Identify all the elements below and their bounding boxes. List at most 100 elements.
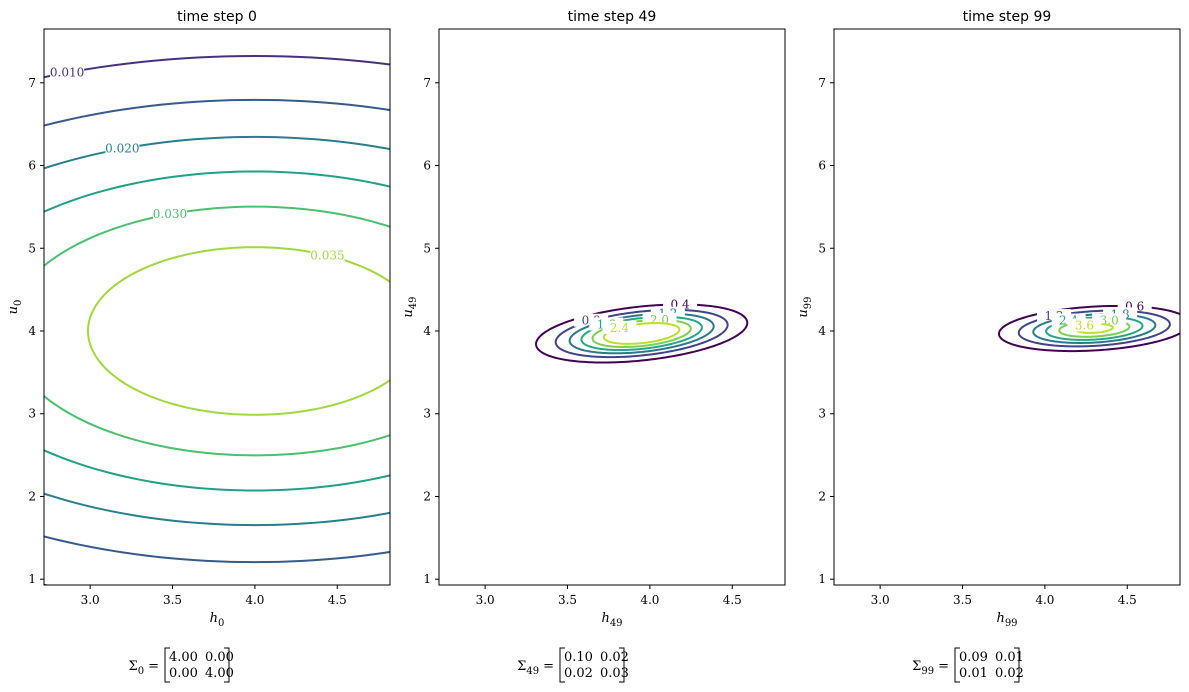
contour-level-0 xyxy=(44,54,390,585)
sigma-label: Σ99 = xyxy=(912,659,949,677)
y-axis-label: u49 xyxy=(401,296,419,317)
y-tick-label: 7 xyxy=(818,76,826,90)
covariance-caption: Σ0 =4.00 0.000.00 4.00 xyxy=(129,647,234,683)
contour-label-0: 0.010 xyxy=(50,66,84,80)
contour-label-bg xyxy=(152,207,187,221)
contour-label-5: 2.4 xyxy=(610,321,629,335)
matrix-cell: 0.01 xyxy=(995,650,1024,665)
y-tick-label: 4 xyxy=(423,324,431,338)
y-axis-symbol: u xyxy=(796,309,811,317)
contour-label-bg xyxy=(50,65,85,79)
equals-sign: = xyxy=(938,659,949,674)
matrix-right-bracket xyxy=(1014,647,1020,683)
y-tick-label: 6 xyxy=(423,159,431,173)
x-tick-label: 4.0 xyxy=(245,593,264,607)
x-tick-label: 3.0 xyxy=(476,593,495,607)
matrix-cell: 0.10 xyxy=(564,650,593,665)
y-tick-label: 6 xyxy=(28,159,36,173)
contour-label-5: 0.035 xyxy=(310,249,344,263)
matrix-left-bracket xyxy=(164,647,170,683)
matrix-right-bracket xyxy=(619,647,625,683)
x-tick-label: 3.0 xyxy=(81,593,100,607)
matrix-right-bracket xyxy=(224,647,230,683)
sigma-subscript: 0 xyxy=(138,666,144,677)
panel-2: 0.61.21.82.43.03.6 3.0 3.5 4.0 4.5 1 2 3 4 5 6 7 tim… xyxy=(796,9,1181,683)
equals-sign: = xyxy=(543,659,554,674)
y-tick-label: 6 xyxy=(818,159,826,173)
sigma-subscript: 49 xyxy=(526,666,539,677)
x-axis-label: h0 xyxy=(210,611,225,629)
covariance-caption: Σ99 =0.09 0.010.01 0.02 xyxy=(912,647,1024,683)
sigma-subscript: 99 xyxy=(921,666,934,677)
x-axis-symbol: h xyxy=(601,611,609,626)
contour-level-0 xyxy=(535,303,749,364)
y-tick-label: 4 xyxy=(28,324,36,338)
sigma-label: Σ0 = xyxy=(129,659,159,677)
contour-label-bg xyxy=(105,141,140,155)
y-tick-label: 3 xyxy=(28,407,36,421)
sigma-symbol: Σ xyxy=(517,659,526,674)
y-tick-label: 1 xyxy=(28,572,36,586)
x-tick-label: 4.5 xyxy=(1118,593,1137,607)
x-axis-subscript: 49 xyxy=(610,618,623,629)
y-tick-label: 2 xyxy=(818,489,826,503)
x-axis-subscript: 99 xyxy=(1005,618,1018,629)
y-tick-label: 5 xyxy=(423,241,431,255)
panel-title: time step 49 xyxy=(568,9,657,25)
panel-title: time step 0 xyxy=(177,9,257,25)
matrix-cell: 4.00 xyxy=(205,666,234,681)
matrix-cell: 0.03 xyxy=(600,666,629,681)
axes-frame xyxy=(833,28,1181,586)
y-axis-subscript: 49 xyxy=(408,296,419,309)
x-axis-label: h99 xyxy=(996,611,1017,629)
contour-label-5: 3.6 xyxy=(1075,318,1094,332)
y-tick-label: 1 xyxy=(818,572,826,586)
y-axis-symbol: u xyxy=(401,309,416,317)
contour-lines: 0.40.81.21.62.02.4 xyxy=(535,297,749,364)
panel-0: 0.010 0.020 0.030 0.035 3.0 3.5 4.0 4.5 1 2 3 4 5 6 7 t… xyxy=(6,9,391,683)
contour-lines: 0.61.21.82.43.03.6 xyxy=(997,299,1180,353)
x-tick-label: 3.5 xyxy=(953,593,972,607)
y-axis-subscript: 0 xyxy=(13,300,24,306)
contour-lines: 0.010 0.020 0.030 0.035 xyxy=(44,54,390,585)
axes-frame xyxy=(438,28,786,586)
equals-sign: = xyxy=(148,659,159,674)
contour-label-bg xyxy=(310,248,345,262)
x-tick-label: 4.0 xyxy=(1035,593,1054,607)
y-tick-label: 7 xyxy=(423,76,431,90)
contour-level-5 xyxy=(602,322,681,345)
y-axis-label: u0 xyxy=(6,300,24,315)
y-tick-label: 4 xyxy=(818,324,826,338)
contour-label-2: 0.020 xyxy=(105,142,139,156)
x-axis-label: h49 xyxy=(601,611,622,629)
axes-frame xyxy=(43,28,391,586)
matrix-cell: 0.09 xyxy=(959,650,988,665)
contour-label-bg xyxy=(1067,318,1102,332)
matrix-left-bracket xyxy=(954,647,960,683)
sigma-symbol: Σ xyxy=(129,659,138,674)
contour-level-5 xyxy=(87,246,390,416)
y-axis-symbol: u xyxy=(6,306,21,314)
panel-title: time step 99 xyxy=(963,9,1052,25)
x-tick-label: 3.5 xyxy=(163,593,182,607)
y-tick-label: 7 xyxy=(28,76,36,90)
contour-label-4: 2.0 xyxy=(650,313,669,327)
y-axis-label: u99 xyxy=(796,296,814,317)
y-tick-label: 2 xyxy=(28,489,36,503)
matrix-cell: 0.00 xyxy=(205,650,234,665)
contour-level-4 xyxy=(44,205,390,457)
sigma-symbol: Σ xyxy=(912,659,921,674)
x-axis-symbol: h xyxy=(996,611,1004,626)
matrix-cell: 0.01 xyxy=(959,666,988,681)
contour-level-3 xyxy=(44,170,390,492)
contour-label-4: 0.030 xyxy=(153,207,187,221)
y-tick-label: 3 xyxy=(818,407,826,421)
sigma-label: Σ49 = xyxy=(517,659,554,677)
covariance-caption: Σ49 =0.10 0.020.02 0.03 xyxy=(517,647,629,683)
contour-label-bg xyxy=(602,320,637,334)
y-axis-subscript: 99 xyxy=(803,296,814,309)
x-tick-label: 4.0 xyxy=(640,593,659,607)
x-tick-label: 3.0 xyxy=(871,593,890,607)
y-tick-label: 2 xyxy=(423,489,431,503)
